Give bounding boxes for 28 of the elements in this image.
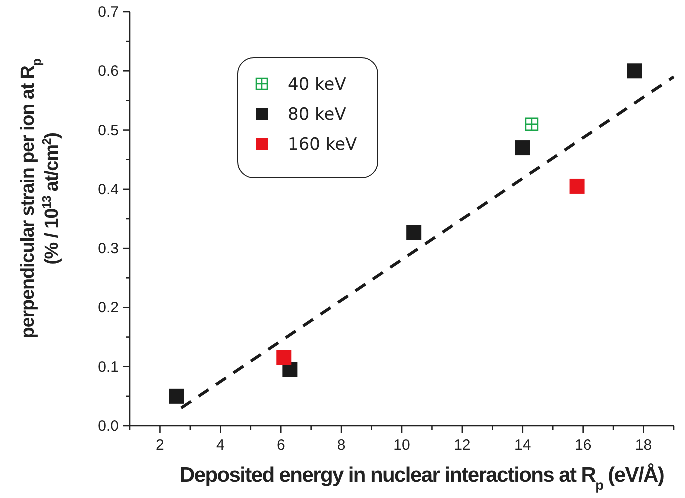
x-tick-label: 6 [276, 437, 286, 454]
x-tick-label: 12 [454, 437, 471, 454]
point [525, 118, 539, 132]
y-tick-label: 0.2 [98, 300, 119, 317]
x-tick-label: 14 [514, 437, 532, 454]
y-tick-label: 0.5 [98, 122, 119, 140]
x-tick-label: 10 [394, 437, 410, 454]
x-tick-label: 18 [635, 437, 652, 454]
point [515, 140, 530, 156]
y-tick-label: 0.1 [98, 358, 119, 376]
y-tick-label: 0.0 [98, 418, 119, 435]
y-tick-label: 0.6 [98, 63, 119, 80]
point [276, 350, 292, 366]
legend-label: 80 keV [288, 105, 347, 125]
x-tick-label: 8 [337, 437, 346, 454]
legend-label: 40 keV [288, 75, 347, 95]
point [570, 178, 585, 194]
y-tick-label: 0.7 [98, 4, 119, 21]
x-tick-label: 2 [156, 437, 164, 454]
point [169, 388, 184, 404]
legend-label: 160 keV [288, 135, 358, 155]
point [406, 225, 422, 240]
y-tick-label: 0.4 [98, 181, 119, 198]
x-tick-label: 4 [216, 437, 225, 454]
point [627, 64, 642, 79]
x-axis-title: Deposited energy in nuclear interactions at R$_{p}$ (eV/Å) [180, 463, 664, 492]
y-tick-label: 0.3 [98, 240, 119, 258]
x-tick-label: 16 [574, 437, 592, 454]
